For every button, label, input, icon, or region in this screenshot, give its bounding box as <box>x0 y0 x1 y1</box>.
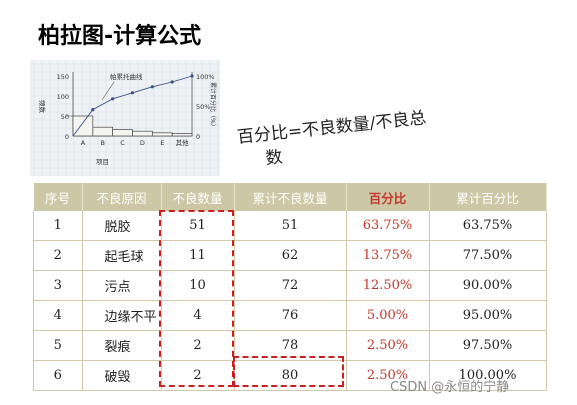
left-tick-label: 0 <box>65 133 69 141</box>
pareto-curve-point <box>190 74 194 78</box>
category-label: 其他 <box>176 138 190 147</box>
table-row: 2 起毛球 11 62 13.75% 77.50% <box>33 240 547 271</box>
pareto-bar <box>132 130 153 137</box>
cell-cumulative-count: 62 <box>234 240 347 271</box>
right-tick-label: 50% <box>196 103 210 111</box>
left-tick-label: 100 <box>57 93 69 101</box>
cell-defect-count: 51 <box>161 211 235 241</box>
cell-index: 4 <box>33 300 83 331</box>
right-tick-label: 100% <box>196 73 215 81</box>
formula-annotation: 百分比=不良数量/不良总 数 <box>236 102 468 174</box>
cell-cumulative-percentage: 95.00% <box>429 300 547 331</box>
cell-cumulative-percentage: 100.00% <box>429 360 547 391</box>
cell-defect-cause: 起毛球 <box>82 240 162 271</box>
left-axis-label: 频数 <box>38 100 47 114</box>
header-cumulative-count: 累计不良数量 <box>234 183 347 211</box>
cell-defect-cause: 裂痕 <box>82 330 162 361</box>
pareto-curve-point <box>130 91 135 95</box>
cell-defect-count: 2 <box>161 360 235 391</box>
category-label: C <box>120 139 125 147</box>
pareto-curve-point <box>150 85 154 89</box>
pareto-chart: 150 100 50 0 100% 50% 0 频数 累计百分比（%） 项目 A B C D E 其他 帕累托曲… <box>30 60 220 176</box>
cell-defect-cause: 污点 <box>82 270 162 301</box>
table-row: 1 脱胶 51 51 63.75% 63.75% <box>33 211 547 241</box>
header-defect-cause: 不良原因 <box>82 183 162 211</box>
cell-index: 3 <box>33 270 83 301</box>
pareto-bar <box>92 126 114 137</box>
pareto-curve-point <box>170 80 174 84</box>
header-cumulative-percentage: 累计百分比 <box>429 183 547 211</box>
pareto-curve-legend-label: 帕累托曲线 <box>110 72 143 81</box>
cell-index: 5 <box>33 330 83 361</box>
cell-index: 1 <box>33 211 83 241</box>
watermark: CSDN @永恒的宁静 <box>390 380 510 395</box>
pareto-bar <box>151 132 173 137</box>
right-axis-label: 累计百分比（%） <box>209 82 217 130</box>
legend-pointer-line <box>101 81 115 101</box>
pareto-bar <box>171 133 193 137</box>
cell-cumulative-percentage: 63.75% <box>429 211 547 241</box>
cell-cumulative-percentage: 97.50% <box>429 330 547 361</box>
header-percentage: 百分比 <box>346 183 430 211</box>
cell-cumulative-percentage: 77.50% <box>429 240 547 271</box>
cell-cumulative-count: 76 <box>234 300 347 331</box>
defect-table: 序号 不良原因 不良数量 累计不良数量 百分比 累计百分比 1 脱胶 51 51 63.… <box>33 183 547 391</box>
category-label: B <box>101 139 105 147</box>
cell-defect-cause: 脱胶 <box>82 211 162 241</box>
table-row: 3 污点 10 72 12.50% 90.00% <box>33 270 547 301</box>
category-label: E <box>160 139 164 147</box>
category-label: A <box>81 139 86 147</box>
cell-defect-cause: 破毁 <box>82 360 162 391</box>
cell-index: 6 <box>33 360 83 391</box>
x-axis-label: 项目 <box>96 158 109 166</box>
right-tick-label: 0 <box>196 133 200 141</box>
table-row: 5 裂痕 2 78 2.50% 97.50% <box>33 330 547 361</box>
pareto-curve-point <box>111 97 115 101</box>
cell-defect-count: 11 <box>161 240 235 271</box>
pareto-curve-point <box>91 108 95 112</box>
cell-cumulative-count: 72 <box>234 270 347 301</box>
left-tick-label: 50 <box>61 113 69 121</box>
cell-percentage: 12.50% <box>346 270 430 301</box>
cell-percentage: 2.50% <box>346 330 430 361</box>
header-defect-count: 不良数量 <box>161 183 235 211</box>
cell-cumulative-count: 78 <box>234 330 347 361</box>
cell-percentage: 63.75% <box>346 211 430 241</box>
header-index: 序号 <box>33 183 83 211</box>
table-row: 4 边缘不平 4 76 5.00% 95.00% <box>33 300 547 331</box>
cell-defect-cause: 边缘不平 <box>82 300 162 331</box>
cell-cumulative-percentage: 90.00% <box>429 270 547 301</box>
cell-cumulative-count: 80 <box>234 360 347 391</box>
cell-percentage: 5.00% <box>346 300 430 331</box>
table-header-row: 序号 不良原因 不良数量 累计不良数量 百分比 累计百分比 <box>33 183 547 211</box>
cell-defect-count: 4 <box>161 300 235 331</box>
pareto-bar <box>72 115 94 137</box>
pareto-chart-svg: 150 100 50 0 100% 50% 0 频数 累计百分比（%） 项目 A B C D E 其他 帕累托曲… <box>30 60 220 176</box>
cell-cumulative-count: 51 <box>234 211 347 241</box>
page-title: 柏拉图-计算公式 <box>38 24 202 49</box>
left-tick-label: 150 <box>57 73 69 81</box>
cell-defect-count: 10 <box>161 270 235 301</box>
cell-percentage: 13.75% <box>346 240 430 271</box>
pareto-bar <box>112 129 133 137</box>
cell-index: 2 <box>33 240 83 271</box>
cell-percentage: 2.50% <box>346 360 430 391</box>
category-label: D <box>140 139 145 147</box>
cell-defect-count: 2 <box>161 330 235 361</box>
